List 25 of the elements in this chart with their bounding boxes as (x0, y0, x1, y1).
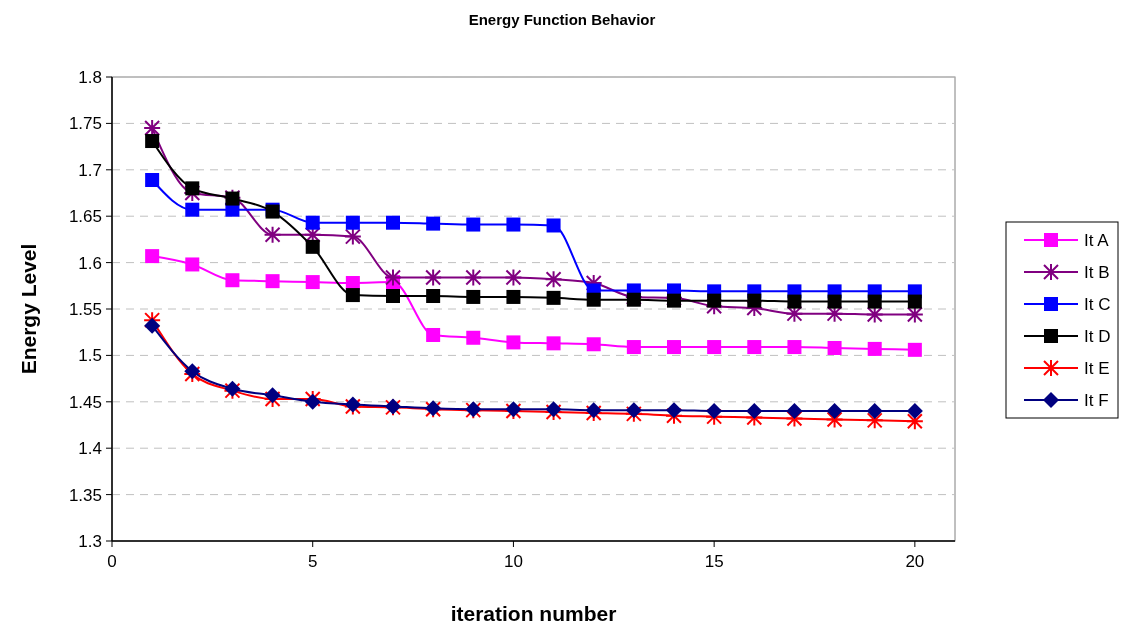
y-tick-label: 1.65 (68, 207, 102, 227)
y-tick-label: 1.8 (78, 67, 102, 87)
y-tick-label: 1.55 (68, 299, 102, 319)
y-tick-label: 1.6 (78, 253, 102, 273)
legend-label: It E (1084, 358, 1110, 378)
y-tick-label: 1.5 (78, 346, 102, 366)
x-axis-title: iteration number (450, 602, 617, 625)
y-tick-label: 1.4 (78, 439, 102, 459)
legend-label: It D (1084, 326, 1111, 346)
y-tick-label: 1.3 (78, 531, 102, 551)
y-axis-title: Energy Level (17, 243, 40, 375)
legend-label: It C (1084, 294, 1111, 314)
x-tick-label: 5 (307, 552, 318, 571)
y-tick-label: 1.35 (68, 485, 102, 505)
x-tick-label: 0 (107, 552, 117, 571)
legend-label: It B (1084, 262, 1110, 282)
legend-label: It F (1084, 390, 1109, 410)
y-tick-label: 1.75 (68, 114, 102, 134)
x-tick-label: 10 (503, 552, 523, 571)
y-tick-label: 1.45 (68, 392, 102, 412)
x-tick-label: 20 (905, 552, 925, 571)
y-tick-label: 1.7 (78, 160, 102, 180)
x-tick-label: 15 (704, 552, 724, 571)
chart-title: Energy Function Behavior (468, 11, 656, 28)
legend-label: It A (1084, 230, 1110, 250)
